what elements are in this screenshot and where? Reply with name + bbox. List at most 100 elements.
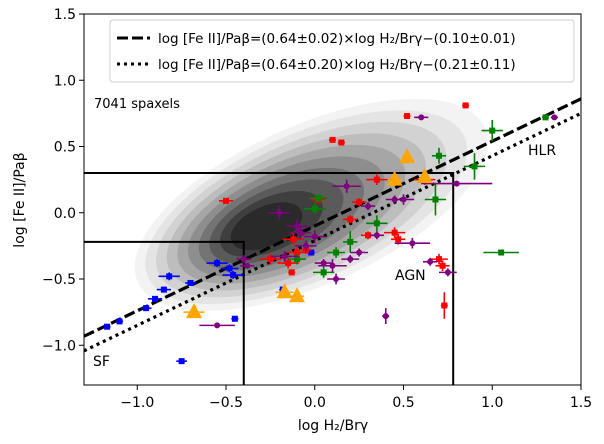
x-tick-label: −0.5 xyxy=(209,395,243,411)
blue-point xyxy=(147,295,163,302)
purple-marker xyxy=(244,262,251,269)
blue-marker xyxy=(187,279,194,286)
legend-label-fit-2: log [Fe II]/Paβ=(0.64±0.20)×log H₂/Brγ−(… xyxy=(158,57,516,73)
annotation-agn: AGN xyxy=(395,268,426,284)
purple-marker xyxy=(302,242,309,249)
purple-point xyxy=(341,255,360,264)
green-marker xyxy=(315,195,322,202)
red-marker xyxy=(373,176,380,183)
y-tick-label: 0.0 xyxy=(54,206,76,222)
green-marker xyxy=(489,127,496,134)
red-point xyxy=(288,269,296,276)
green-point xyxy=(481,120,503,142)
red-marker xyxy=(356,199,363,206)
purple-marker xyxy=(444,269,451,276)
purple-marker xyxy=(347,256,354,263)
green-marker xyxy=(436,152,442,159)
purple-point xyxy=(394,237,431,249)
green-marker xyxy=(294,256,300,263)
green-point xyxy=(327,247,345,258)
red-marker xyxy=(294,249,300,256)
green-marker xyxy=(320,269,327,276)
purple-marker xyxy=(281,253,288,260)
classification-regions xyxy=(84,172,455,385)
purple-point xyxy=(369,231,384,240)
purple-point xyxy=(304,229,326,244)
red-marker xyxy=(436,256,442,263)
blue-marker xyxy=(230,272,237,279)
purple-marker xyxy=(329,262,336,269)
green-marker xyxy=(311,205,318,212)
annotation-hlr: HLR xyxy=(528,143,556,159)
fit-line-2 xyxy=(84,111,581,353)
blue-marker xyxy=(152,295,158,302)
purple-point xyxy=(439,268,457,277)
green-marker xyxy=(542,114,549,121)
purple-point xyxy=(289,226,312,240)
blue-point xyxy=(206,259,228,268)
red-marker xyxy=(462,102,469,109)
green-point xyxy=(309,194,328,203)
legend-label-fit-1: log [Fe II]/Paβ=(0.64±0.02)×log H₂/Brγ−(… xyxy=(158,31,516,47)
purple-marker xyxy=(311,233,318,240)
blue-point xyxy=(103,323,111,330)
sf-region-border xyxy=(84,240,245,385)
agn-region-border xyxy=(84,172,455,385)
purple-point xyxy=(350,248,368,257)
green-marker xyxy=(347,238,354,245)
purple-marker xyxy=(343,183,350,190)
x-tick-label: 0.0 xyxy=(304,395,326,411)
red-point xyxy=(440,292,448,319)
green-marker xyxy=(373,220,380,227)
blue-marker xyxy=(178,358,185,365)
blue-marker xyxy=(104,323,111,330)
blue-point xyxy=(185,279,196,286)
blue-point xyxy=(156,286,171,293)
x-tick-label: −1.0 xyxy=(120,395,154,411)
green-marker xyxy=(333,249,340,256)
x-tick-label: 0.5 xyxy=(392,395,414,411)
blue-point xyxy=(176,358,187,365)
red-marker xyxy=(267,256,274,263)
purple-point xyxy=(414,114,429,121)
red-point xyxy=(383,227,406,238)
purple-marker xyxy=(365,203,371,210)
purple-marker xyxy=(297,229,304,236)
blue-point xyxy=(140,305,152,312)
annotation-sf: SF xyxy=(93,354,110,370)
orange-point xyxy=(183,303,205,319)
x-tick-label: 1.0 xyxy=(481,395,503,411)
orange-marker xyxy=(416,167,433,183)
y-axis-label: log [Fe II]/Paβ xyxy=(12,152,28,247)
purple-point xyxy=(270,251,299,262)
red-marker xyxy=(290,236,297,243)
blue-marker xyxy=(214,260,221,267)
purple-marker xyxy=(409,240,416,247)
density-level-9 xyxy=(230,202,303,251)
purple-point xyxy=(421,180,493,187)
orange-marker xyxy=(399,148,416,164)
purple-point xyxy=(286,219,308,233)
green-marker xyxy=(498,249,505,256)
red-point xyxy=(337,139,345,146)
purple-point xyxy=(199,322,235,329)
purple-marker xyxy=(400,196,407,203)
blue-point xyxy=(222,271,244,279)
purple-marker xyxy=(427,258,434,265)
density-contours xyxy=(134,98,488,311)
purple-marker xyxy=(382,313,389,320)
red-marker xyxy=(439,262,446,269)
green-marker xyxy=(432,196,439,203)
red-point xyxy=(403,113,411,120)
green-point xyxy=(304,203,326,215)
red-marker xyxy=(347,216,354,223)
red-point xyxy=(430,253,448,265)
red-marker xyxy=(395,236,402,243)
purple-point xyxy=(392,194,415,205)
purple-marker xyxy=(276,209,283,216)
y-tick-label: −0.5 xyxy=(42,272,76,288)
blue-marker xyxy=(116,318,123,325)
green-point xyxy=(483,249,519,256)
green-point xyxy=(424,183,447,216)
